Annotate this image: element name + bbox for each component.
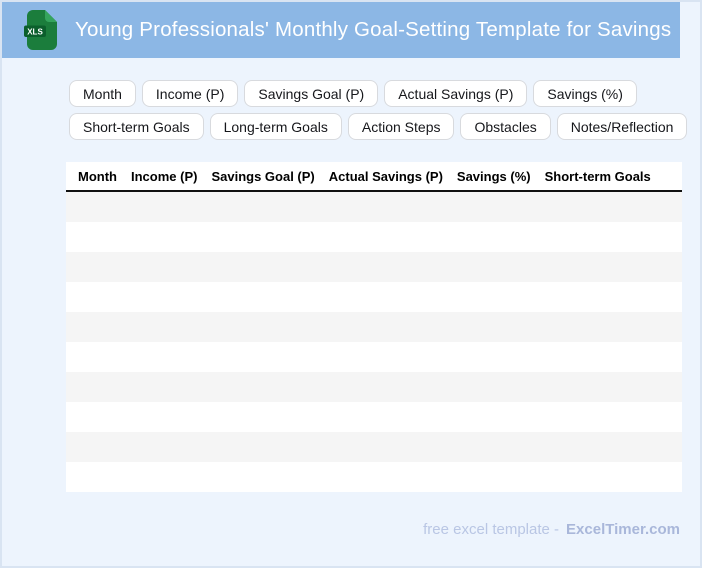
header-bar: XLS Young Professionals' Monthly Goal-Se…: [2, 2, 680, 58]
chip-savings-goal[interactable]: Savings Goal (P): [244, 80, 379, 107]
column-chips: Month Income (P) Savings Goal (P) Actual…: [69, 80, 700, 140]
table-row: [66, 282, 682, 312]
chip-savings-percent[interactable]: Savings (%): [533, 80, 637, 107]
table-row: [66, 372, 682, 402]
page-title: Young Professionals' Monthly Goal-Settin…: [75, 18, 672, 41]
table-header-row: Month Income (P) Savings Goal (P) Actual…: [66, 162, 682, 192]
footer: free excel template - ExcelTimer.com: [423, 521, 680, 538]
table-row: [66, 312, 682, 342]
col-header-savings-percent: Savings (%): [456, 168, 531, 184]
chip-actual-savings[interactable]: Actual Savings (P): [384, 80, 528, 107]
chip-row-1: Month Income (P) Savings Goal (P) Actual…: [69, 80, 700, 107]
chip-long-term-goals[interactable]: Long-term Goals: [209, 113, 342, 140]
chip-notes-reflection[interactable]: Notes/Reflection: [556, 113, 688, 140]
table-row: [66, 192, 682, 222]
chip-income[interactable]: Income (P): [141, 80, 239, 107]
chip-short-term-goals[interactable]: Short-term Goals: [69, 113, 204, 140]
col-header-month: Month: [78, 168, 117, 184]
footer-text: free excel template -: [423, 521, 560, 538]
chip-month[interactable]: Month: [69, 80, 136, 107]
table-row: [66, 402, 682, 432]
col-header-actual-savings: Actual Savings (P): [328, 168, 443, 184]
template-table: Month Income (P) Savings Goal (P) Actual…: [66, 162, 682, 492]
col-header-short-term-goals: Short-term Goals: [544, 168, 651, 184]
table-row: [66, 222, 682, 252]
table-row: [66, 342, 682, 372]
xls-icon-label: XLS: [27, 28, 43, 37]
chip-obstacles[interactable]: Obstacles: [460, 113, 551, 140]
xls-file-icon: XLS: [24, 10, 58, 50]
chip-row-2: Short-term Goals Long-term Goals Action …: [69, 113, 700, 140]
col-header-income: Income (P): [130, 168, 198, 184]
chip-action-steps[interactable]: Action Steps: [347, 113, 455, 140]
footer-brand-link[interactable]: ExcelTimer.com: [566, 521, 680, 538]
table-row: [66, 462, 682, 492]
table-row: [66, 432, 682, 462]
col-header-savings-goal: Savings Goal (P): [211, 168, 315, 184]
table-body: [66, 192, 682, 492]
table-row: [66, 252, 682, 282]
